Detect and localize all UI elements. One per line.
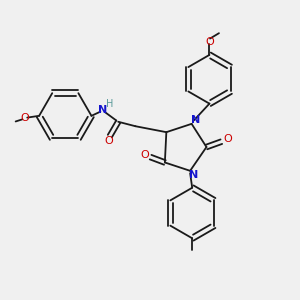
Text: O: O: [104, 136, 113, 146]
Text: O: O: [20, 113, 29, 123]
Text: N: N: [189, 170, 198, 180]
Text: O: O: [140, 150, 149, 160]
Text: O: O: [223, 134, 232, 144]
Text: H: H: [106, 99, 113, 109]
Text: O: O: [205, 37, 214, 46]
Text: N: N: [191, 115, 201, 125]
Text: N: N: [98, 106, 107, 116]
